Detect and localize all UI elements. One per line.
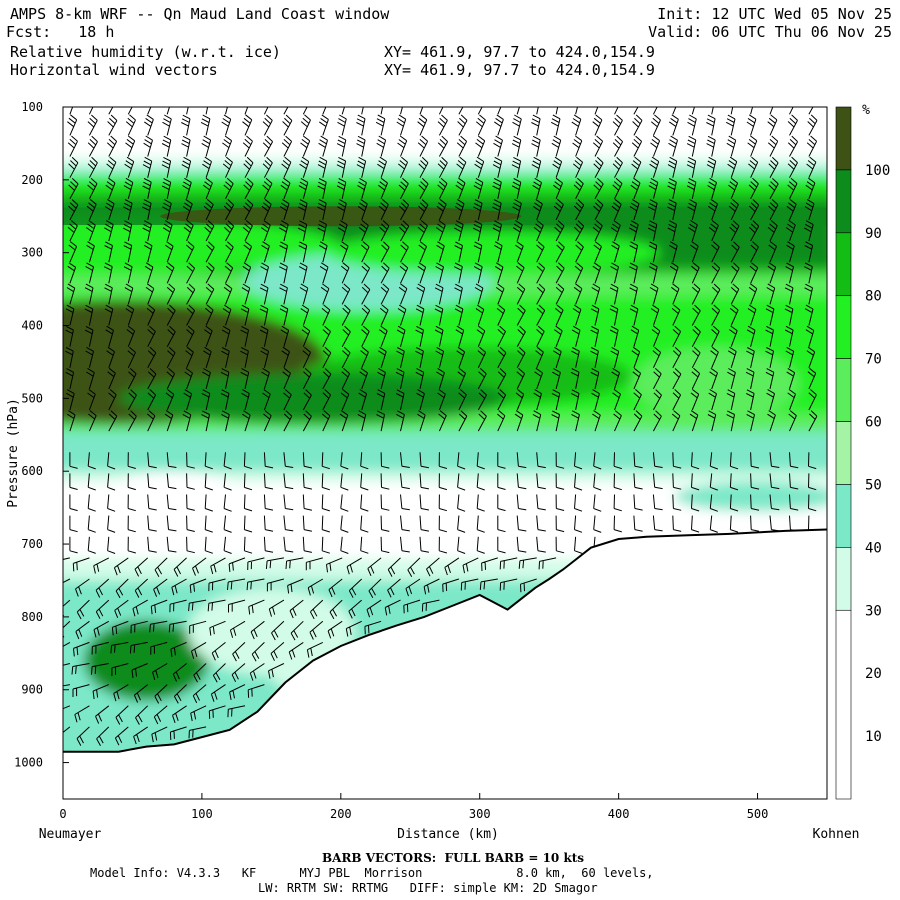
x-tick-label: 300 <box>469 807 491 821</box>
terrain-fill <box>63 529 827 799</box>
chart-title: AMPS 8-km WRF -- Qn Maud Land Coast wind… <box>10 5 390 23</box>
rh-region <box>674 482 827 512</box>
colorbar: 10 20 30 40 50 60 70 80 90 100 <box>835 106 890 800</box>
x-axis-label: Distance (km) <box>397 827 499 842</box>
xy-range-rh: XY= 461.9, 97.7 to 424.0,154.9 <box>384 43 655 61</box>
init-time: Init: 12 UTC Wed 05 Nov 25 <box>657 5 892 23</box>
colorbar-swatch <box>835 106 852 171</box>
colorbar-swatch <box>835 232 852 297</box>
colorbar-tick-label: 30 <box>865 603 882 619</box>
y-tick-label: 800 <box>21 610 43 624</box>
colorbar-swatch <box>835 421 852 485</box>
left-endpoint: Neumayer <box>39 827 102 842</box>
rh-region-saturated <box>160 206 522 227</box>
field-label-rh: Relative humidity (w.r.t. ice) <box>10 43 281 61</box>
plot-frame <box>62 106 828 800</box>
rh-region <box>83 620 209 701</box>
x-tick-label: 200 <box>330 807 352 821</box>
model-info-line2: LW: RRTM SW: RRTMG DIFF: simple KM: 2D S… <box>258 881 598 895</box>
y-tick-label: 100 <box>21 100 43 114</box>
colorbar-tick-label: 40 <box>865 540 882 556</box>
y-tick-label: 700 <box>21 537 43 551</box>
rh-region <box>90 471 258 545</box>
colorbar-tick-label: 10 <box>865 729 882 745</box>
y-tick-label: 900 <box>21 683 43 697</box>
y-axis-label: Pressure (hPa) <box>6 398 21 508</box>
colorbar-swatch <box>835 295 852 359</box>
colorbar-swatch <box>835 547 852 611</box>
xy-range-wind: XY= 461.9, 97.7 to 424.0,154.9 <box>384 61 655 79</box>
wind-barbs <box>63 107 818 746</box>
y-tick-label: 300 <box>21 246 43 260</box>
rh-region <box>63 216 341 275</box>
rh-band <box>63 471 827 483</box>
x-tick-label: 500 <box>747 807 769 821</box>
rh-band <box>63 431 827 472</box>
colorbar-swatch <box>835 484 852 548</box>
colorbar-tick-label: 70 <box>865 352 882 368</box>
colorbar-swatch <box>835 609 852 800</box>
forecast-hour: Fcst: 18 h <box>6 23 115 41</box>
barb-note: BARB VECTORS: FULL BARB = 10 kts <box>322 851 585 865</box>
model-info-line1: Model Info: V4.3.3 KF MYJ PBL Morrison 8… <box>90 866 654 880</box>
colorbar-swatch <box>835 169 852 234</box>
x-tick-label: 100 <box>191 807 213 821</box>
colorbar-tick-label: 100 <box>865 163 890 179</box>
valid-time: Valid: 06 UTC Thu 06 Nov 25 <box>648 23 892 41</box>
y-tick-label: 500 <box>21 391 43 405</box>
y-tick-label: 200 <box>21 173 43 187</box>
rh-region <box>326 230 661 275</box>
colorbar-tick-label: 60 <box>865 415 882 431</box>
rh-region <box>118 372 508 424</box>
colorbar-tick-label: 50 <box>865 477 882 493</box>
x-tick-label: 0 <box>59 807 66 821</box>
right-endpoint: Kohnen <box>813 827 860 842</box>
x-tick-label: 400 <box>608 807 630 821</box>
colorbar-tick-label: 20 <box>865 666 882 682</box>
terrain <box>63 528 827 799</box>
field-label-wind: Horizontal wind vectors <box>10 61 218 79</box>
wind-barb-set <box>63 107 818 746</box>
colorbar-tick-label: 90 <box>865 226 882 242</box>
colorbar-unit: % <box>862 103 870 118</box>
colorbar-tick-label: 80 <box>865 289 882 305</box>
colorbar-swatch <box>835 358 852 422</box>
axes: 100 200 300 400 500 600 700 800 900 1000 0 100 200 30… <box>14 100 768 821</box>
y-tick-label: 600 <box>21 464 43 478</box>
y-tick-label: 1000 <box>14 756 43 770</box>
terrain-line <box>63 528 827 753</box>
y-tick-label: 400 <box>21 319 43 333</box>
